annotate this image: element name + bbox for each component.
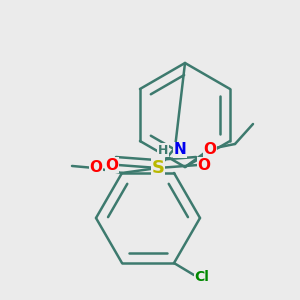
Text: O: O [197,158,211,172]
Text: O: O [106,158,118,172]
Text: Cl: Cl [195,270,209,284]
Text: S: S [152,159,164,177]
Text: H: H [158,143,168,157]
Text: O: O [89,160,103,175]
Text: O: O [203,142,217,157]
Text: N: N [174,142,186,158]
